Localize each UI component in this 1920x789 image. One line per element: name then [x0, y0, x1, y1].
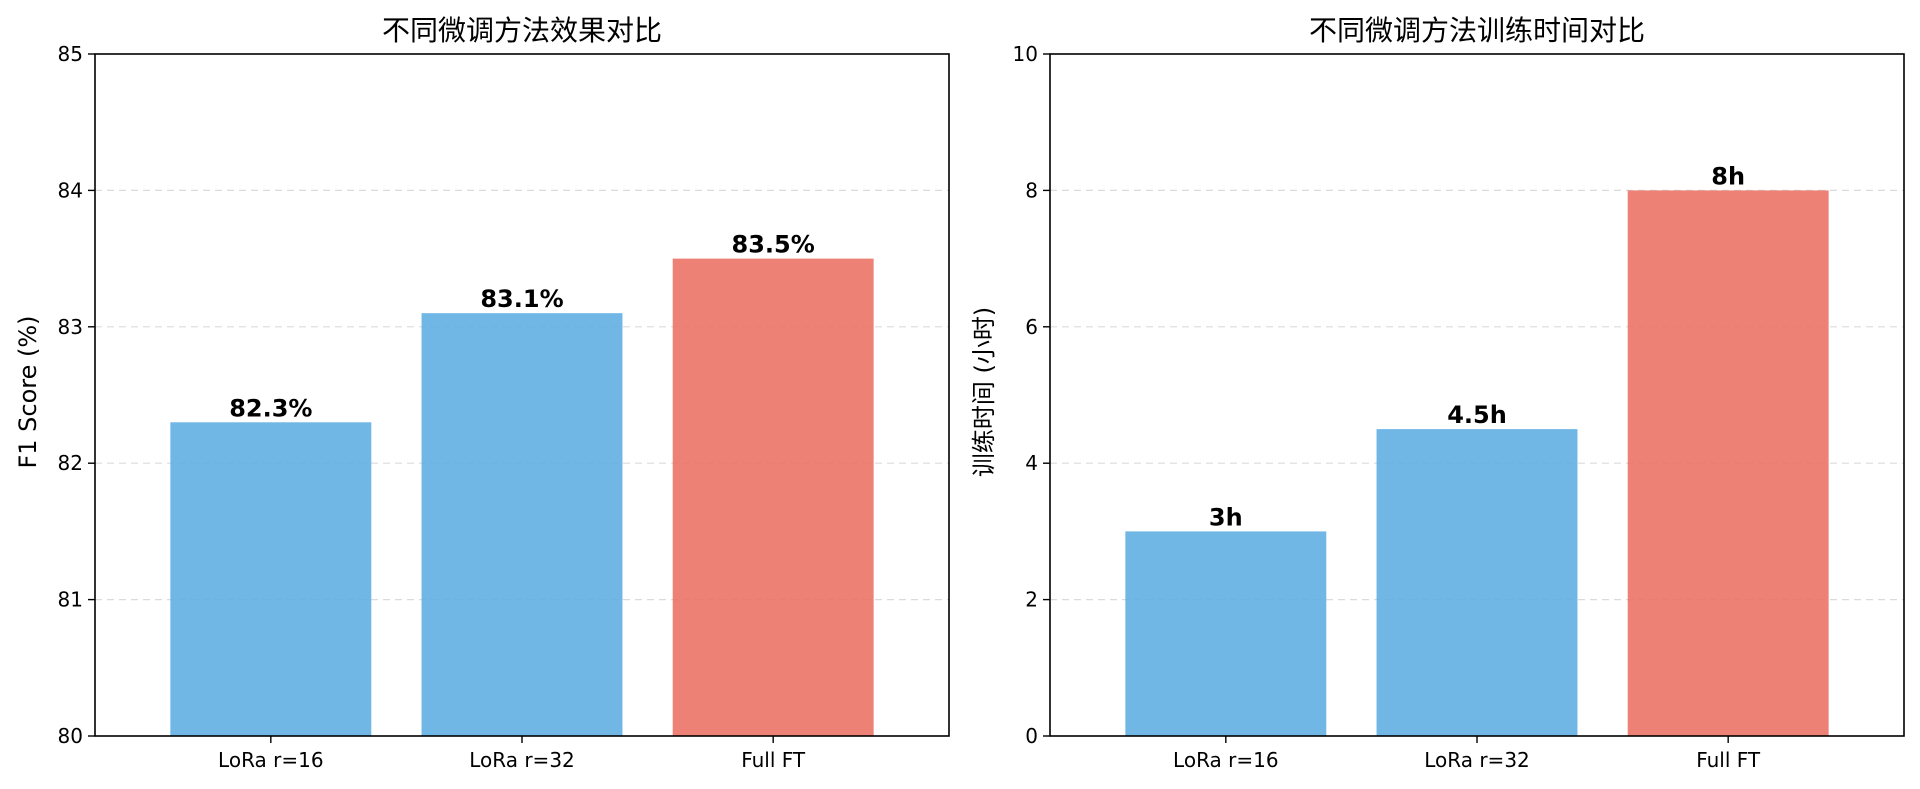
y-ticks: 80 81 82 83 84 85 — [58, 42, 95, 748]
y-tick-label: 81 — [58, 588, 83, 612]
y-tick-label: 4 — [1025, 451, 1038, 475]
y-axis-label: 训练时间 (小时) — [970, 307, 998, 477]
y-tick-label: 85 — [58, 42, 83, 66]
bar — [1125, 531, 1327, 736]
data-labels: 82.3% 83.1% 83.5% — [229, 231, 815, 423]
chart-title: 不同微调方法效果对比 — [382, 14, 662, 47]
chart-f1-score: 不同微调方法效果对比 F1 Score (%) 82.3%83.1%83.5% … — [14, 14, 950, 772]
y-axis-label: F1 Score (%) — [14, 315, 42, 468]
bar — [170, 422, 372, 736]
data-label: 82.3% — [229, 394, 312, 422]
y-tick-label: 83 — [58, 315, 83, 339]
data-label: 4.5h — [1447, 401, 1507, 429]
data-label: 8h — [1711, 162, 1745, 190]
y-tick-label: 10 — [1013, 42, 1038, 66]
plot-frame — [94, 53, 950, 737]
y-ticks: 0 2 4 6 8 10 — [1013, 42, 1050, 748]
x-tick-label: LoRa r=32 — [469, 748, 575, 772]
y-tick-label: 6 — [1025, 315, 1038, 339]
x-tick-label: LoRa r=16 — [218, 748, 324, 772]
bar — [1627, 190, 1829, 736]
y-tick-label: 2 — [1025, 588, 1038, 612]
bars — [170, 258, 874, 736]
bar — [672, 258, 874, 736]
x-ticks: LoRa r=16 LoRa r=32 Full FT — [1173, 736, 1761, 772]
x-tick-label: LoRa r=32 — [1424, 748, 1530, 772]
data-label: 3h — [1209, 503, 1243, 531]
x-ticks: LoRa r=16 LoRa r=32 Full FT — [218, 736, 806, 772]
y-tick-label: 84 — [58, 178, 83, 202]
data-label: 83.5% — [732, 231, 815, 259]
y-tick-label: 0 — [1025, 724, 1038, 748]
bar — [1376, 429, 1578, 736]
y-tick-label: 82 — [58, 451, 83, 475]
chart-title: 不同微调方法训练时间对比 — [1309, 14, 1645, 47]
y-tick-label: 8 — [1025, 178, 1038, 202]
x-tick-label: Full FT — [741, 748, 806, 772]
plot-frame — [1049, 53, 1905, 737]
y-tick-label: 80 — [58, 724, 83, 748]
data-labels: 3h 4.5h 8h — [1209, 162, 1745, 531]
x-tick-label: LoRa r=16 — [1173, 748, 1279, 772]
bars — [1125, 190, 1829, 736]
x-tick-label: Full FT — [1696, 748, 1761, 772]
bar — [421, 313, 623, 736]
data-label: 83.1% — [480, 285, 563, 313]
